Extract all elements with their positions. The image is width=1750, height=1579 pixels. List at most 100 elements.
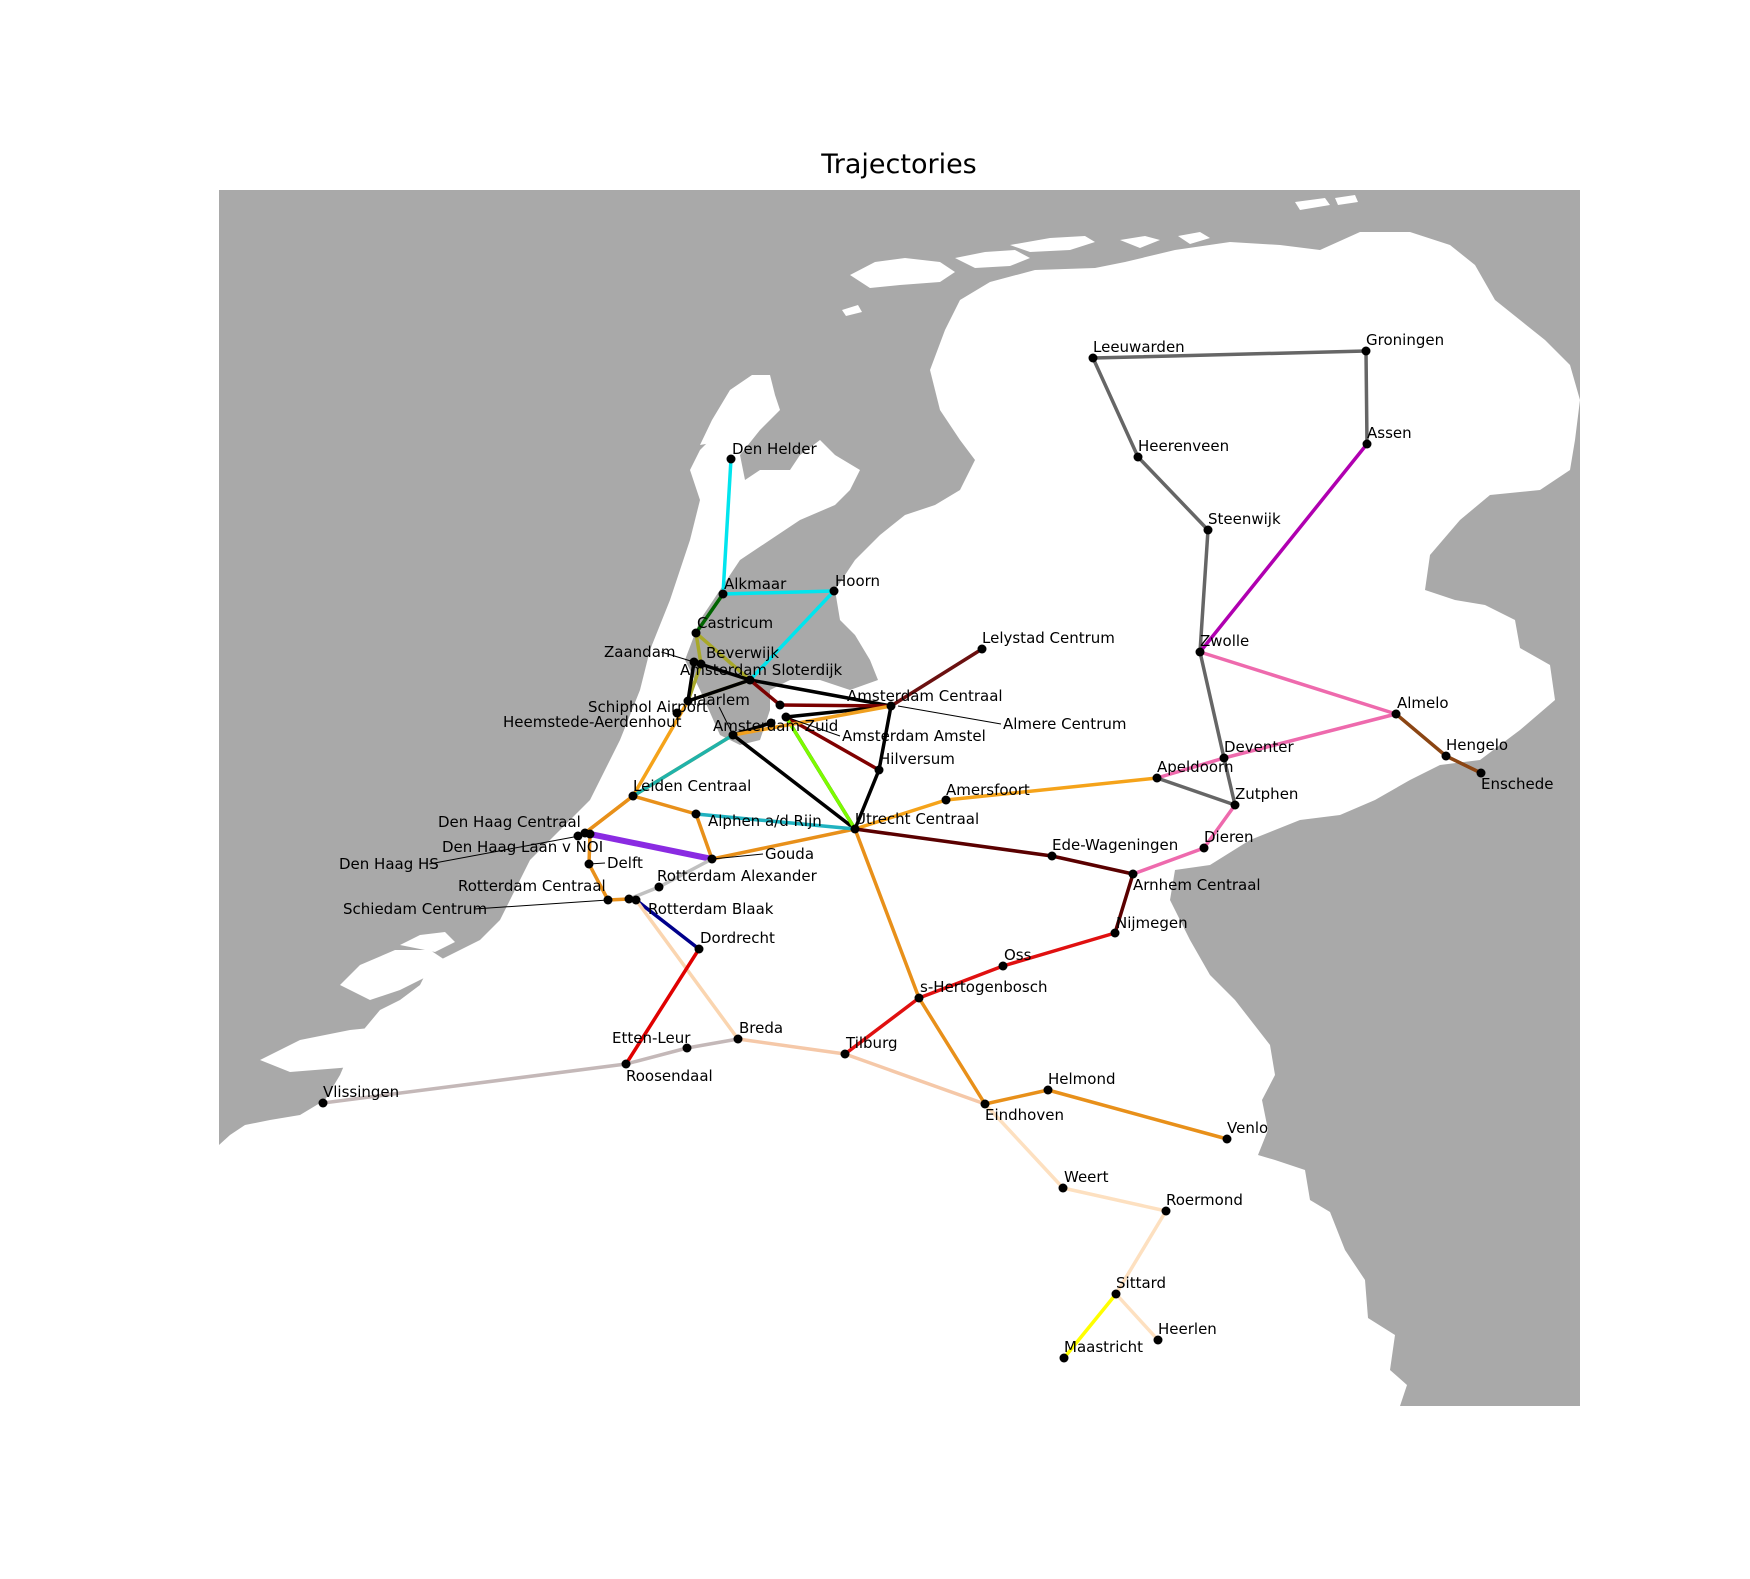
station-marker-ede-wageningen [1047,851,1057,861]
trajectory-20-segment-rotterdam-blaak-dordrecht [634,898,701,951]
station-label-castricum: Castricum [697,614,773,632]
trajectory-26-segment-tilburg-s-hertogenbosch [843,996,921,1056]
station-label-den-haag-laan-v-noi: Den Haag Laan v NOI [442,838,603,856]
station-label-zaandam: Zaandam [604,643,676,661]
trajectory-15-segment-leiden-centraal-alphen-a-d-rijn [631,794,698,816]
trajectory-13-segment-amsterdam-centraal-amsterdam-zuid [731,704,893,737]
station-marker-roermond [1161,1206,1171,1216]
trajectory-25-segment-tilburg-eindhoven [843,1052,987,1106]
station-label-amsterdam-sloterdijk: Amsterdam Sloterdijk [680,661,843,679]
trajectory-35-segment-steenwijk-heerenveen [1136,455,1210,532]
station-marker-apeldoorn [1152,773,1162,783]
trajectory-17-segment-den-haag-centraal-leiden-centraal [583,794,635,835]
trajectory-28-segment-eindhoven-weert [983,1102,1065,1190]
trajectory-9-segment-almere-centrum-amsterdam-sloterdijk [748,678,782,707]
station-label-rotterdam-alexander: Rotterdam Alexander [657,867,818,885]
trajectory-7-segment-hilversum-utrecht-centraal [853,768,881,831]
trajectory-8-segment-amsterdam-centraal-lelystad-centrum [889,647,984,708]
trajectory-27-segment-s-hertogenbosch-eindhoven [917,996,987,1106]
station-marker-oss [998,961,1008,971]
trajectory-2-segment-alkmaar-castricum [694,592,725,635]
trajectory-21-segment-gouda-rotterdam-alexander [657,857,714,889]
trajectory-27-segment-eindhoven-helmond [983,1088,1050,1106]
station-label-schiphol-airport: Schiphol Airport [588,698,708,716]
trajectory-19-segment-delft-schiedam-centrum [587,862,610,902]
station-label-rotterdam-blaak: Rotterdam Blaak [648,900,774,918]
trajectory-35-segment-leeuwarden-groningen [1091,349,1368,360]
trajectory-33-segment-deventer-almelo [1222,712,1398,760]
station-label-den-haag-centraal: Den Haag Centraal [438,813,581,831]
trajectory-28-segment-roermond-sittard [1114,1209,1168,1296]
trajectory-36-segment-almelo-hengelo [1394,712,1448,758]
trajectory-35-segment-heerenveen-leeuwarden [1091,356,1140,459]
station-label-gouda: Gouda [765,845,814,863]
station-marker-roosendaal [621,1059,631,1069]
trajectory-15-segment-gouda-utrecht-centraal [710,827,857,861]
station-label-maastricht: Maastricht [1064,1338,1143,1356]
trajectory-18-segment-den-haag-centraal-gouda [582,830,715,862]
leader-line-amsterdam-amstel [785,716,841,737]
station-marker-heerenveen [1133,452,1143,462]
station-label-groningen: Groningen [1366,331,1444,349]
leader-line-schiedam-centrum [474,899,609,910]
station-label-beverwijk: Beverwijk [706,644,779,662]
trajectory-24-segment-roosendaal-etten-leur [624,1046,689,1066]
trajectory-1-segment-alkmaar-hoorn [721,589,836,596]
trajectory-35-segment-groningen-assen [1364,349,1369,446]
station-label-eindhoven: Eindhoven [985,1106,1064,1124]
station-label-leiden-centraal: Leiden Centraal [633,777,751,795]
station-label-apeldoorn: Apeldoorn [1157,758,1233,776]
trajectory-26-segment-oss-nijmegen [1001,931,1117,968]
station-marker-zwolle [1195,647,1205,657]
station-marker-amsterdam-centraal [886,701,896,711]
trajectory-14-segment-amsterdam-zuid-leiden-centraal [631,733,735,798]
map-panel: Den Helder Alkmaar Hoorn Castricum Beverwijk… [219,190,1580,1406]
station-marker-leeuwarden [1088,353,1098,363]
station-marker-hilversum [874,765,884,775]
station-marker-tilburg [840,1049,850,1059]
station-label-almere-centrum: Almere Centrum [1003,715,1126,733]
trajectory-32-segment-dieren-zutphen [1202,803,1237,850]
trajectory-35-segment-deventer-zwolle [1198,650,1226,760]
station-marker-maastricht [1059,1353,1069,1363]
trajectory-31-segment-ede-wageningen-arnhem-centraal [1050,854,1135,876]
trajectory-32-segment-arnhem-centraal-dieren [1131,846,1206,876]
station-label-den-haag-hs: Den Haag HS [339,855,439,873]
station-label-dieren: Dieren [1204,828,1254,846]
station-marker-heemstede-aerdenhout [672,708,682,718]
station-marker-amsterdam-zuid [728,730,738,740]
station-label-hoorn: Hoorn [835,572,880,590]
station-label-etten-leur: Etten-Leur [612,1029,691,1047]
trajectory-7-segment-utrecht-centraal-amsterdam-zuid [731,733,857,831]
trajectory-6-segment-amsterdam-sloterdijk-amsterdam-centraal [748,678,893,708]
station-marker-almelo [1391,709,1401,719]
trajectory-19-segment-den-haag-hs-delft [587,832,592,866]
station-marker-den-helder [726,454,736,464]
trajectory-28-segment-sittard-heerlen [1114,1292,1160,1342]
trajectory-33-segment-almelo-zwolle [1198,650,1398,716]
trajectory-36-segment-hengelo-enschede [1444,754,1483,775]
station-marker-arnhem-centraal [1128,869,1138,879]
station-label-roosendaal: Roosendaal [626,1067,713,1085]
trajectory-30-segment-amersfoort-apeldoorn [944,776,1159,802]
leader-line-den-haag-hs [429,833,591,865]
station-label-helmond: Helmond [1048,1070,1116,1088]
station-label-sittard: Sittard [1116,1274,1166,1292]
station-label-oss: Oss [1004,946,1032,964]
station-marker-amsterdam-amstel [781,712,791,722]
station-label-heerlen: Heerlen [1158,1320,1217,1338]
trajectory-31-segment-arnhem-centraal-nijmegen [1113,872,1135,935]
station-label-roermond: Roermond [1166,1191,1243,1209]
station-marker-eindhoven [980,1099,990,1109]
station-label-venlo: Venlo [1227,1119,1268,1137]
station-marker-lelystad-centrum [977,644,987,654]
station-label-dordrecht: Dordrecht [700,929,775,947]
station-label-utrecht-centraal: Utrecht Centraal [855,810,979,828]
trajectory-23-segment-dordrecht-roosendaal [624,947,701,1066]
trajectory-35-segment-zutphen-deventer [1222,756,1237,807]
leader-line-almere-centrum [897,705,1002,725]
station-label-hengelo: Hengelo [1446,736,1508,754]
station-marker-venlo [1222,1134,1232,1144]
station-marker-alkmaar [718,589,728,599]
station-marker-rotterdam-blaak [631,895,641,905]
